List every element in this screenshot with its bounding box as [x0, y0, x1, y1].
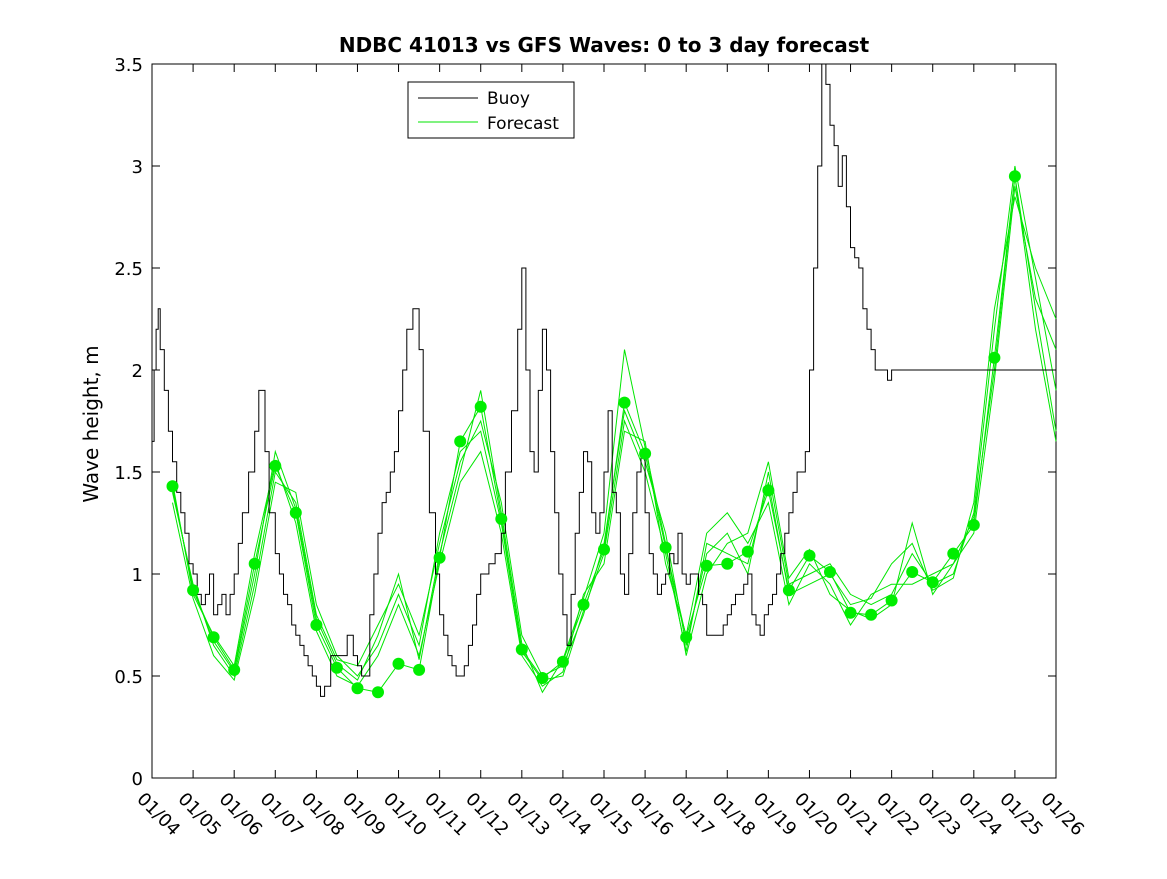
forecast-marker [166, 480, 179, 493]
forecast-marker [659, 541, 672, 554]
forecast-marker [680, 631, 693, 644]
forecast-marker [228, 663, 241, 676]
forecast-marker [782, 584, 795, 597]
forecast-marker [947, 547, 960, 560]
y-tick-label: 3.5 [114, 55, 143, 76]
forecast-marker [967, 519, 980, 531]
forecast-marker [926, 576, 939, 589]
legend-forecast-label: Forecast [487, 114, 559, 134]
buoy-layer [152, 63, 1056, 697]
forecast-marker [392, 657, 405, 670]
y-tick-label: 0.5 [114, 667, 143, 688]
forecast-marker [433, 551, 446, 564]
y-tick-label: 2 [132, 361, 143, 382]
forecast-marker [598, 543, 610, 556]
marker-layer [166, 170, 1021, 699]
forecast-marker [474, 400, 487, 413]
forecast-marker [495, 512, 508, 525]
y-tick-label: 1 [132, 565, 143, 586]
forecast-marker [618, 396, 631, 409]
y-tick-label: 3 [132, 157, 143, 178]
y-tick-label: 1.5 [114, 463, 143, 484]
forecast-marker [289, 506, 302, 519]
forecast-line-3 [172, 186, 1057, 687]
forecast-marker [515, 643, 528, 656]
forecast-marker [700, 559, 713, 572]
legend-box [407, 81, 575, 139]
buoy-line [152, 63, 1056, 697]
forecast-line-4 [172, 196, 1057, 682]
forecast-marker [865, 608, 878, 621]
y-tick-label: 2.5 [114, 259, 143, 280]
forecast-marker [721, 557, 734, 570]
forecast-marker [187, 584, 200, 597]
y-axis: 0 0.5 1 1.5 2 2.5 3 3.5 [114, 55, 1056, 790]
forecast-marker [556, 655, 569, 668]
forecast-marker [803, 549, 816, 562]
forecast-marker [844, 606, 857, 619]
forecast-marker [330, 661, 343, 674]
forecast-marker [454, 435, 467, 448]
forecast-marker [885, 594, 898, 607]
forecast-marker [988, 351, 1001, 364]
forecast-marker [824, 566, 836, 578]
forecast-marker [413, 663, 426, 676]
plot-area [151, 63, 1057, 779]
forecast-marker [577, 598, 590, 611]
forecast-marker [741, 545, 754, 558]
legend-buoy-label: Buoy [487, 89, 530, 109]
chart-title: NDBC 41013 vs GFS Waves: 0 to 3 day fore… [339, 33, 870, 57]
y-tick-label: 0 [132, 769, 143, 790]
y-axis-label: Wave height, m [79, 345, 103, 502]
plot-frame [151, 63, 1057, 779]
forecast-marker [536, 672, 549, 684]
forecast-marker [762, 484, 775, 497]
forecast-marker [248, 557, 261, 570]
forecast-marker [207, 631, 220, 644]
legend: Buoy Forecast [407, 81, 575, 139]
forecast-marker [906, 566, 919, 578]
forecast-marker [1008, 170, 1021, 183]
forecast-marker [351, 682, 364, 695]
forecast-marker [639, 447, 652, 460]
forecast-marker [372, 686, 384, 699]
forecast-marker [310, 619, 323, 631]
forecast-marker [269, 459, 282, 472]
